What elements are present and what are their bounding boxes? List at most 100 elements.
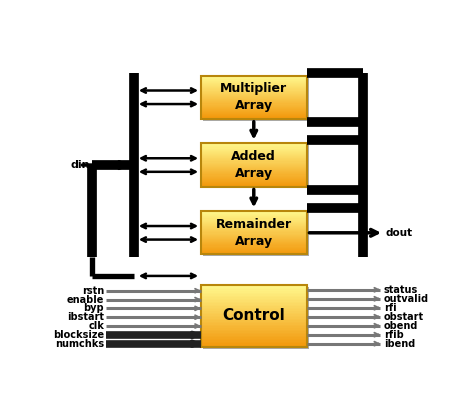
Bar: [201, 288, 306, 290]
Bar: [203, 78, 309, 121]
Bar: [201, 290, 306, 291]
Bar: [201, 153, 306, 154]
Bar: [201, 86, 306, 88]
Bar: [201, 165, 306, 166]
Bar: [201, 81, 306, 82]
Bar: [201, 115, 306, 117]
Bar: [201, 112, 306, 114]
Bar: [201, 226, 306, 228]
Bar: [201, 97, 306, 98]
Text: obend: obend: [384, 321, 418, 331]
Bar: [201, 180, 306, 181]
Bar: [201, 170, 306, 172]
Bar: [201, 235, 306, 236]
Text: status: status: [384, 285, 418, 295]
Text: outvalid: outvalid: [384, 294, 429, 304]
Bar: [201, 90, 306, 91]
Bar: [201, 184, 306, 186]
Bar: [201, 110, 306, 111]
Bar: [201, 95, 306, 96]
Bar: [201, 323, 306, 325]
Bar: [201, 225, 306, 226]
Bar: [201, 102, 306, 104]
Bar: [201, 229, 306, 231]
Bar: [201, 76, 306, 119]
Bar: [201, 181, 306, 182]
Bar: [201, 76, 306, 77]
Bar: [201, 79, 306, 80]
Bar: [201, 176, 306, 178]
Bar: [201, 178, 306, 179]
Bar: [201, 176, 306, 177]
Bar: [201, 152, 306, 153]
Bar: [201, 215, 306, 217]
Bar: [201, 100, 306, 102]
Bar: [201, 144, 306, 146]
Bar: [203, 145, 309, 188]
Bar: [201, 218, 306, 219]
Bar: [201, 211, 306, 254]
Bar: [201, 306, 306, 308]
Bar: [201, 222, 306, 223]
Bar: [201, 76, 306, 78]
Bar: [201, 241, 306, 242]
Bar: [201, 345, 306, 347]
Bar: [201, 227, 306, 228]
Bar: [201, 228, 306, 230]
Bar: [201, 232, 306, 234]
Bar: [201, 116, 306, 118]
Bar: [201, 336, 306, 338]
Bar: [201, 143, 306, 144]
Bar: [201, 78, 306, 79]
Bar: [201, 179, 306, 180]
Bar: [201, 157, 306, 158]
Bar: [201, 101, 306, 103]
Bar: [201, 160, 306, 162]
Bar: [201, 167, 306, 168]
Bar: [201, 308, 306, 310]
Bar: [201, 246, 306, 248]
Bar: [201, 240, 306, 242]
Bar: [201, 238, 306, 239]
Bar: [201, 297, 306, 299]
Bar: [201, 250, 306, 251]
Bar: [201, 158, 306, 160]
Text: ibend: ibend: [384, 339, 415, 349]
Bar: [201, 148, 306, 149]
Bar: [201, 305, 306, 307]
Bar: [201, 286, 306, 288]
Bar: [201, 331, 306, 333]
Bar: [201, 98, 306, 100]
Bar: [201, 85, 306, 86]
Bar: [201, 109, 306, 110]
Bar: [201, 108, 306, 109]
Bar: [201, 154, 306, 155]
Bar: [201, 285, 306, 287]
Bar: [201, 224, 306, 225]
Bar: [201, 185, 306, 186]
Bar: [201, 236, 306, 237]
Bar: [201, 164, 306, 165]
Bar: [201, 80, 306, 81]
Bar: [201, 285, 306, 347]
Text: numchks: numchks: [55, 339, 104, 349]
Bar: [201, 317, 306, 319]
Bar: [201, 292, 306, 294]
Bar: [201, 183, 306, 184]
Bar: [201, 90, 306, 92]
Text: obstart: obstart: [384, 312, 424, 322]
Bar: [201, 303, 306, 305]
Bar: [201, 148, 306, 150]
Bar: [201, 232, 306, 233]
Text: ibstart: ibstart: [67, 312, 104, 322]
Bar: [201, 339, 306, 341]
Bar: [201, 169, 306, 170]
Bar: [201, 320, 306, 322]
Bar: [201, 220, 306, 221]
Bar: [201, 211, 306, 212]
Bar: [201, 216, 306, 218]
Bar: [201, 174, 306, 176]
Bar: [201, 325, 306, 327]
Bar: [201, 94, 306, 95]
Bar: [201, 302, 306, 304]
